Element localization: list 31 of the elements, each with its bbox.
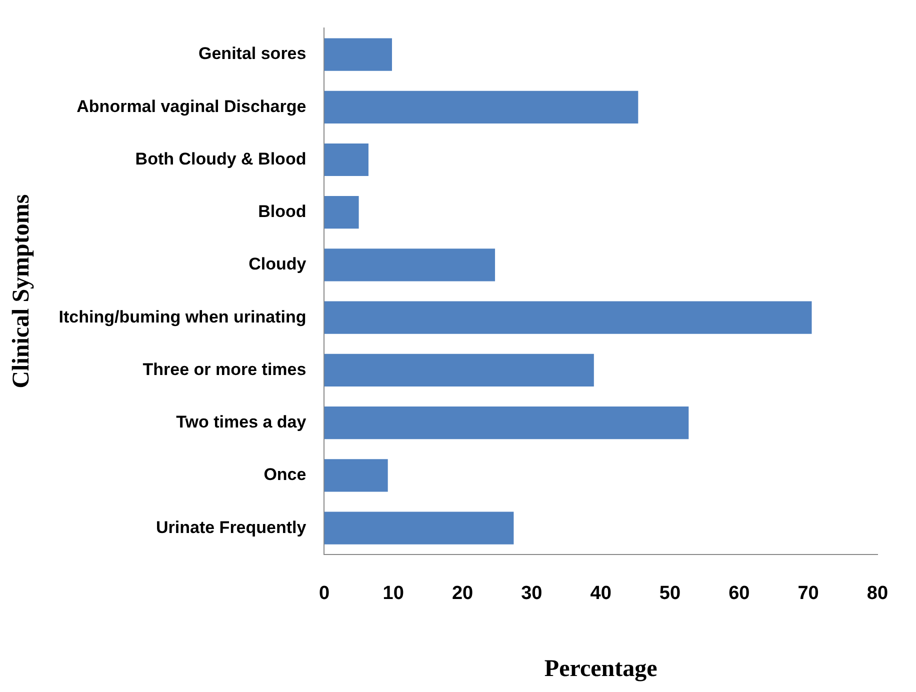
bar xyxy=(324,459,388,492)
y-tick-label: Blood xyxy=(258,202,306,222)
y-tick-label: Cloudy xyxy=(248,254,307,274)
bar xyxy=(324,143,368,176)
x-tick-label: 60 xyxy=(728,583,750,604)
bar xyxy=(324,406,689,440)
y-tick-label: Both Cloudy & Blood xyxy=(135,149,306,168)
y-tick-label: Itching/buming when urinating xyxy=(58,307,306,326)
bar xyxy=(324,512,514,544)
bar xyxy=(324,354,594,387)
y-axis-title: Clinical Symptoms xyxy=(8,194,35,388)
x-tick-label: 10 xyxy=(382,583,404,604)
x-tick-label: 30 xyxy=(521,583,542,604)
bar xyxy=(324,248,496,282)
bar xyxy=(324,90,638,124)
x-tick-label: 20 xyxy=(452,583,474,604)
x-tick-label: 80 xyxy=(866,583,888,604)
y-tick-label: Genital sores xyxy=(198,44,306,64)
y-tick-label: Abnormal vaginal Discharge xyxy=(76,96,306,116)
bar xyxy=(324,196,359,229)
x-tick-label: 40 xyxy=(590,583,612,604)
y-tick-label: Two times a day xyxy=(176,412,307,432)
bar xyxy=(324,301,812,334)
y-tick-label: Once xyxy=(264,465,306,484)
bar xyxy=(324,38,392,71)
x-axis-title: Percentage xyxy=(544,656,658,682)
x-tick-label: 50 xyxy=(659,583,681,604)
y-tick-label: Urinate Frequently xyxy=(156,518,307,537)
y-tick-label: Three or more times xyxy=(142,360,306,379)
x-tick-label: 0 xyxy=(318,583,330,604)
x-tick-label: 70 xyxy=(798,583,819,604)
